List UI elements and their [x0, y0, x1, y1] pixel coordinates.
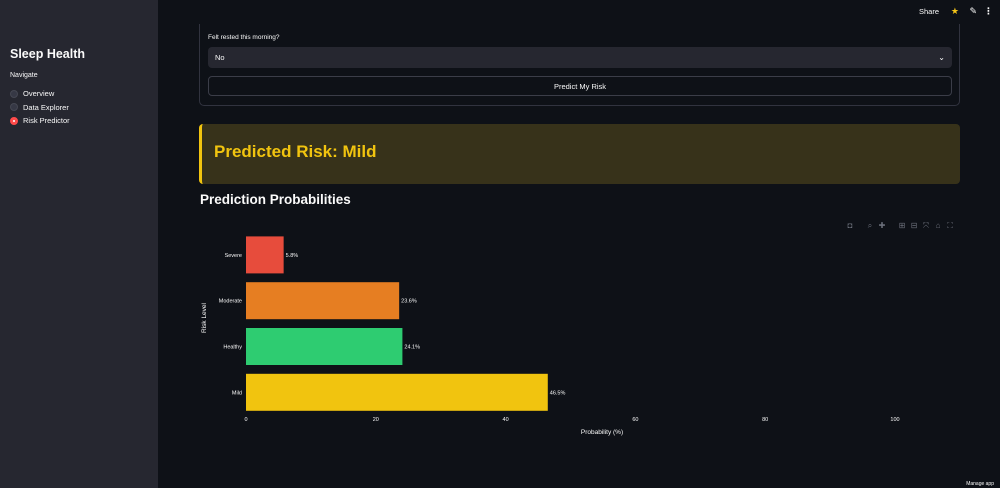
risk-result-banner: Predicted Risk: Mild	[199, 124, 960, 184]
radio-data-explorer[interactable]	[10, 103, 18, 112]
x-axis-label: Probability (%)	[581, 429, 623, 436]
zoom-icon[interactable]: ⌕	[867, 221, 873, 230]
category-label-moderate: Moderate	[219, 299, 242, 305]
camera-icon[interactable]: ◘	[847, 221, 853, 230]
sidebar: Sleep Health Navigate Overview Data Expl…	[0, 0, 158, 488]
category-label-severe: Severe	[225, 253, 242, 259]
pan-icon[interactable]: ✚	[878, 221, 886, 230]
bar-value-label-mild: 46.5%	[550, 390, 566, 396]
manage-app-button[interactable]: Manage app	[966, 481, 994, 487]
risk-result-text: Predicted Risk: Mild	[214, 142, 377, 161]
bar-moderate[interactable]	[246, 282, 400, 320]
x-tick-label: 20	[373, 417, 379, 423]
nav-item-data-explorer[interactable]: Data Explorer	[10, 101, 70, 115]
x-tick-label: 100	[890, 417, 899, 423]
app-title: Sleep Health	[10, 47, 86, 61]
nav-item-label: Risk Predictor	[23, 116, 70, 126]
y-axis-label: Risk Level	[201, 302, 208, 333]
category-label-mild: Mild	[232, 390, 242, 396]
zoom-in-icon[interactable]: ⊞	[898, 221, 906, 230]
more-vertical-icon[interactable]: ⋮	[984, 6, 993, 16]
bar-healthy[interactable]	[246, 328, 403, 365]
nav-radio-group: Overview Data Explorer Risk Predictor	[10, 87, 70, 128]
bar-value-label-healthy: 24.1%	[404, 345, 420, 351]
top-bar: Share ★ ✎ ⋮	[158, 0, 1000, 24]
nav-item-label: Data Explorer	[23, 102, 69, 112]
nav-label: Navigate	[10, 72, 38, 79]
category-label-healthy: Healthy	[223, 345, 242, 351]
radio-overview[interactable]	[10, 89, 18, 98]
x-tick-label: 60	[632, 417, 638, 423]
bar-mild[interactable]	[246, 373, 548, 411]
chevron-down-icon: ⌄	[938, 53, 945, 62]
rested-select-value: No	[215, 53, 225, 62]
home-icon[interactable]: ⌂	[935, 221, 941, 230]
star-icon[interactable]: ★	[950, 6, 959, 16]
bar-value-label-severe: 5.8%	[286, 253, 299, 259]
x-tick-label: 80	[762, 417, 768, 423]
x-tick-label: 0	[244, 417, 247, 423]
pencil-icon[interactable]: ✎	[969, 6, 977, 16]
rested-field-label: Felt rested this morning?	[208, 34, 280, 41]
bar-value-label-moderate: 23.6%	[401, 299, 417, 305]
x-tick-label: 40	[503, 417, 509, 423]
predict-button[interactable]: Predict My Risk	[208, 76, 952, 96]
share-button[interactable]: Share	[918, 7, 939, 16]
nav-item-label: Overview	[23, 89, 55, 99]
section-title: Prediction Probabilities	[200, 192, 351, 207]
radio-risk-predictor[interactable]	[10, 116, 18, 125]
fullscreen-icon[interactable]: ⛶	[947, 221, 953, 230]
bar-severe[interactable]	[246, 236, 284, 274]
nav-item-overview[interactable]: Overview	[10, 87, 70, 101]
zoom-out-icon[interactable]: ⊟	[910, 221, 918, 230]
chart-toolbar: ◘ ⌕ ✚ ⊞ ⊟ ⤧ ⌂ ⛶	[846, 221, 954, 231]
prediction-form: Felt rested this morning? No ⌄ Predict M…	[199, 24, 960, 106]
autoscale-icon[interactable]: ⤧	[922, 221, 930, 230]
rested-select[interactable]: No ⌄	[208, 47, 952, 68]
nav-item-risk-predictor[interactable]: Risk Predictor	[10, 114, 70, 128]
